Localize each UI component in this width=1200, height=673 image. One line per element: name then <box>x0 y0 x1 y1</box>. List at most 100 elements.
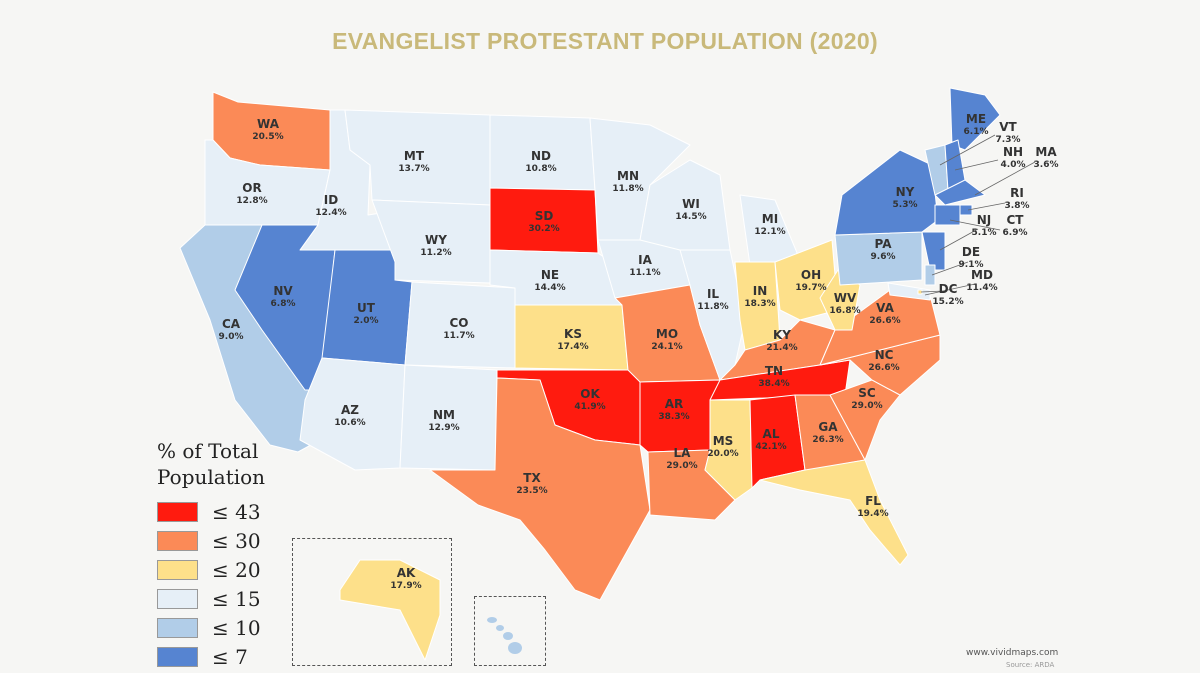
state-value-sc: 29.0% <box>851 401 882 411</box>
state-value-ia: 11.1% <box>629 268 660 278</box>
state-label-md: MD <box>971 268 993 282</box>
source-text: Source: ARDA <box>1006 661 1055 669</box>
legend-swatch <box>157 589 198 609</box>
alaska-inset <box>292 538 452 666</box>
state-value-ne: 14.4% <box>534 283 565 293</box>
leader-line-ma <box>974 161 1036 196</box>
state-ak <box>339 559 441 661</box>
state-label-ri: RI <box>1010 186 1024 200</box>
state-value-ny: 5.3% <box>893 200 918 210</box>
state-label-or: OR <box>242 181 261 195</box>
state-value-or: 12.8% <box>236 196 267 206</box>
state-value-nh: 4.0% <box>1001 160 1026 170</box>
state-value-ok: 41.9% <box>574 402 605 412</box>
legend-title-line-1: % of Total <box>157 439 259 463</box>
state-label-ct: CT <box>1007 213 1025 227</box>
state-label-wa: WA <box>257 117 280 131</box>
state-value-ct: 6.9% <box>1003 228 1028 238</box>
leader-line-md <box>924 283 976 296</box>
leader-line-dc <box>920 290 945 293</box>
state-label-ak: AK <box>397 566 416 580</box>
state-value-wv: 16.8% <box>829 306 860 316</box>
state-label-ny: NY <box>896 185 915 199</box>
legend-title: % of Total Population <box>157 438 287 490</box>
state-value-va: 26.6% <box>869 316 900 326</box>
state-value-ut: 2.0% <box>354 316 379 326</box>
leader-line-nj <box>939 228 979 251</box>
map-title: EVANGELIST PROTESTANT POPULATION (2020) <box>332 28 878 54</box>
credit-text: www.vividmaps.com <box>966 648 1059 658</box>
state-value-il: 11.8% <box>697 302 728 312</box>
state-label-fl: FL <box>865 494 881 508</box>
state-value-ks: 17.4% <box>557 342 588 352</box>
state-ct <box>934 204 961 226</box>
legend-swatch <box>157 647 198 667</box>
state-me <box>949 87 1001 151</box>
state-ma <box>934 179 986 206</box>
state-label-dc: DC <box>939 282 958 296</box>
legend-swatch <box>157 531 198 551</box>
state-label-wi: WI <box>682 197 700 211</box>
state-label-oh: OH <box>801 268 821 282</box>
state-value-ar: 38.3% <box>658 412 689 422</box>
state-label-id: ID <box>324 193 338 207</box>
state-value-sd: 30.2% <box>528 224 559 234</box>
state-value-ri: 3.8% <box>1005 201 1030 211</box>
state-label-ia: IA <box>638 253 652 267</box>
state-label-wy: WY <box>425 233 447 247</box>
state-value-wa: 20.5% <box>252 132 283 142</box>
legend-label: ≤ 10 <box>212 616 261 640</box>
state-label-ks: KS <box>564 327 582 341</box>
state-value-wi: 14.5% <box>675 212 706 222</box>
state-label-ga: GA <box>818 420 838 434</box>
state-label-tx: TX <box>523 471 541 485</box>
state-value-nm: 12.9% <box>428 423 459 433</box>
state-label-sc: SC <box>858 386 876 400</box>
state-label-va: VA <box>876 301 894 315</box>
state-label-nv: NV <box>273 284 293 298</box>
state-de <box>924 264 936 286</box>
state-label-nh: NH <box>1003 145 1023 159</box>
state-value-dc: 15.2% <box>932 297 963 307</box>
state-label-sd: SD <box>535 209 554 223</box>
legend-swatch <box>157 618 198 638</box>
state-label-mi: MI <box>762 212 778 226</box>
state-value-me: 6.1% <box>964 127 989 137</box>
legend-label: ≤ 30 <box>212 529 261 553</box>
state-label-wv: WV <box>834 291 857 305</box>
state-label-de: DE <box>962 245 980 259</box>
state-label-tn: TN <box>765 364 783 378</box>
legend-swatch <box>157 502 198 522</box>
state-ny <box>834 149 939 236</box>
state-label-mo: MO <box>656 327 678 341</box>
state-md <box>887 282 931 301</box>
state-value-mo: 24.1% <box>651 342 682 352</box>
leader-line-de <box>931 261 969 276</box>
leader-line-nh <box>954 159 999 171</box>
state-label-me: ME <box>966 112 986 126</box>
state-label-ok: OK <box>580 387 600 401</box>
state-value-ak: 17.9% <box>390 581 421 591</box>
state-value-ma: 3.6% <box>1034 160 1059 170</box>
state-value-fl: 19.4% <box>857 509 888 519</box>
legend-label: ≤ 7 <box>212 645 248 669</box>
state-value-al: 42.1% <box>755 442 786 452</box>
state-tn <box>709 359 851 401</box>
state-label-ca: CA <box>222 317 241 331</box>
state-nj <box>921 231 946 271</box>
state-wv <box>819 269 861 331</box>
state-tx <box>429 377 651 601</box>
state-value-nv: 6.8% <box>271 299 296 309</box>
state-label-mt: MT <box>404 149 425 163</box>
state-value-la: 29.0% <box>666 461 697 471</box>
hawaii-island <box>487 617 497 623</box>
state-value-mt: 13.7% <box>398 164 429 174</box>
state-value-wy: 11.2% <box>420 248 451 258</box>
state-label-pa: PA <box>875 237 893 251</box>
state-value-id: 12.4% <box>315 208 346 218</box>
state-va <box>819 289 941 366</box>
state-value-nc: 26.6% <box>868 363 899 373</box>
state-label-co: CO <box>449 316 468 330</box>
